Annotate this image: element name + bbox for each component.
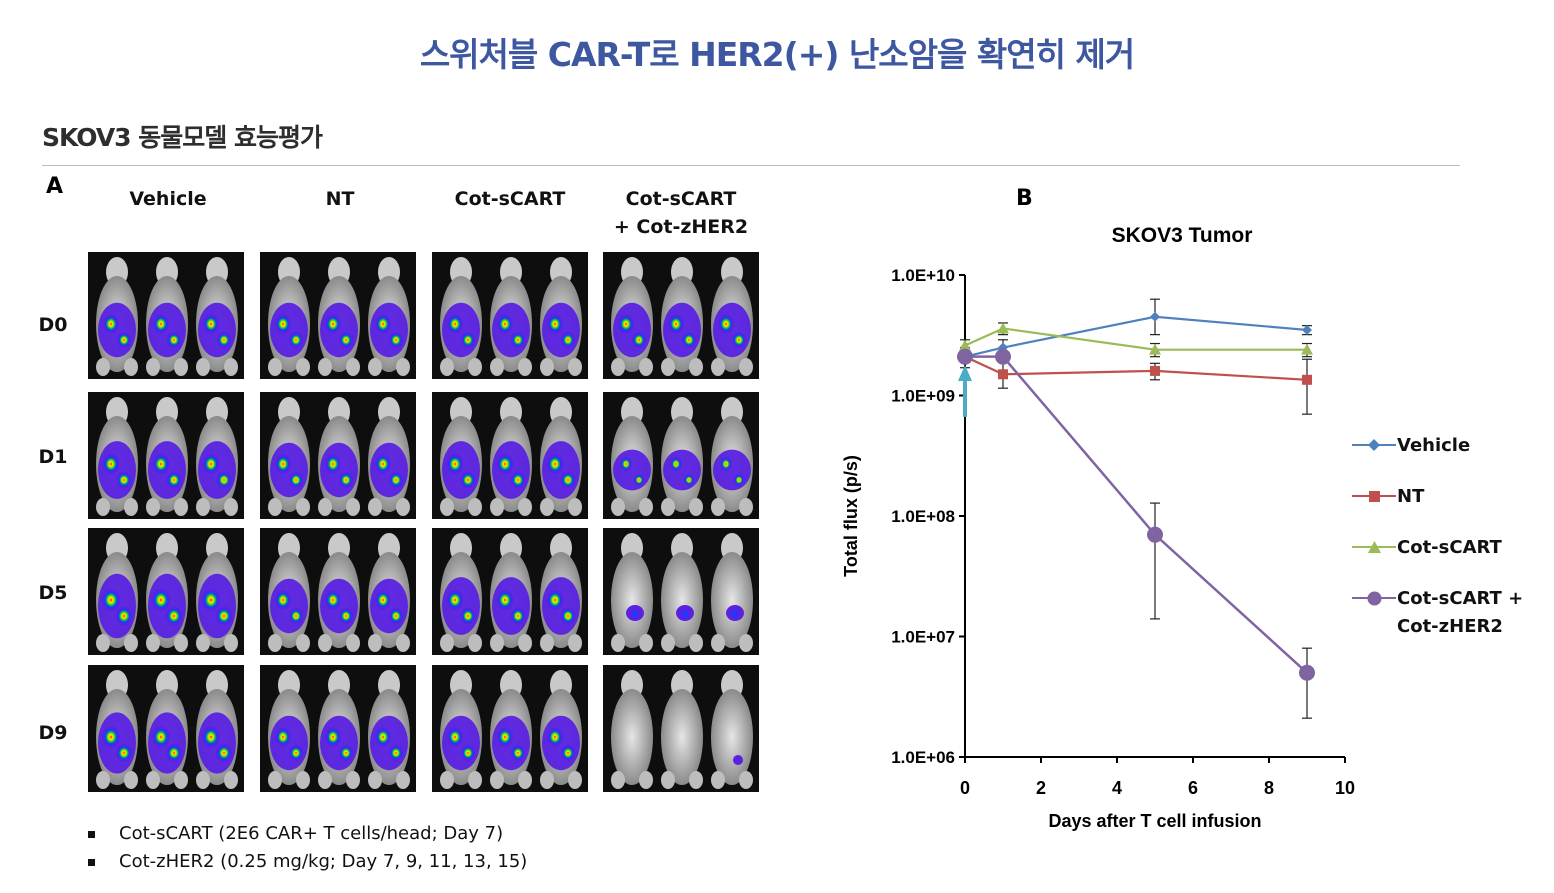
x-tick-label: 2 — [1036, 778, 1046, 798]
chart-panel: SKOV3 Tumor Days after T cell infusion T… — [830, 215, 1554, 889]
legend-label: Cot-sCART + Cot-zHER2 — [1397, 588, 1524, 637]
data-point — [1302, 374, 1312, 385]
tumor-flux-chart: SKOV3 Tumor Days after T cell infusion T… — [841, 224, 1355, 831]
x-tick-label: 8 — [1264, 778, 1274, 798]
y-tick-label: 1.0E+09 — [891, 387, 955, 406]
column-header-vehicle: Vehicle — [129, 188, 207, 210]
row-header-d9: D9 — [38, 722, 68, 744]
y-tick-label: 1.0E+10 — [891, 266, 955, 285]
bioluminescence-image — [603, 252, 759, 379]
series-line — [964, 355, 1308, 381]
row-header-d0: D0 — [38, 314, 68, 336]
bioluminescence-image — [260, 392, 416, 519]
series-vehicle — [960, 298, 1312, 369]
data-point — [998, 369, 1008, 380]
series-cot-scart — [959, 322, 1313, 358]
legend-label: NT — [1397, 486, 1425, 507]
bioluminescence-image — [260, 665, 416, 792]
series-nt — [960, 351, 1312, 415]
series-line — [964, 315, 1308, 358]
circle-marker-icon — [1367, 591, 1382, 606]
panel-a-label: A — [46, 174, 64, 199]
bioluminescence-image — [432, 252, 588, 379]
treatment-arrow-icon — [958, 365, 972, 417]
note-item: Cot-sCART (2E6 CAR+ T cells/head; Day 7) — [88, 820, 527, 848]
x-axis-label: Days after T cell infusion — [1048, 811, 1261, 831]
x-tick-label: 10 — [1335, 778, 1355, 798]
bioluminescence-image — [260, 528, 416, 655]
panel-b-label: B — [1016, 186, 1033, 211]
bioluminescence-image — [88, 528, 244, 655]
bioluminescence-image — [432, 528, 588, 655]
y-tick-label: 1.0E+07 — [891, 628, 955, 647]
y-axis-label: Total flux (p/s) — [841, 455, 861, 577]
column-header-combo: Cot-sCART + Cot-zHER2 — [613, 188, 749, 238]
data-point — [1147, 526, 1163, 543]
note-item: Cot-zHER2 (0.25 mg/kg; Day 7, 9, 11, 13,… — [88, 848, 527, 876]
diamond-marker-icon — [1368, 439, 1380, 451]
square-marker-icon — [1369, 491, 1380, 502]
x-tick-label: 6 — [1188, 778, 1198, 798]
data-point — [1302, 324, 1312, 335]
series-line — [964, 327, 1307, 351]
bioluminescence-image-grid — [88, 252, 759, 792]
legend-label: Cot-sCART — [1397, 537, 1502, 558]
section-divider — [42, 165, 1460, 166]
data-point — [959, 339, 971, 351]
data-point — [1149, 343, 1161, 355]
data-point — [957, 348, 973, 365]
data-point — [1299, 664, 1315, 681]
bioluminescence-image — [432, 665, 588, 792]
series-line — [965, 355, 1308, 674]
data-point — [1150, 365, 1160, 376]
data-point — [997, 322, 1009, 334]
data-point — [1301, 343, 1313, 355]
series-cot-scart-cot-zher2 — [957, 348, 1315, 719]
row-header-d5: D5 — [38, 582, 68, 604]
bullet-icon — [88, 830, 95, 838]
y-tick-label: 1.0E+08 — [891, 507, 955, 526]
triangle-marker-icon — [1368, 541, 1381, 553]
bullet-icon — [88, 858, 95, 866]
page-title: 스위처블 CAR-T로 HER2(+) 난소암을 확연히 제거 — [419, 35, 1135, 74]
bioluminescence-image — [88, 392, 244, 519]
y-tick-label: 1.0E+06 — [891, 748, 955, 767]
bioluminescence-image — [603, 665, 759, 792]
bioluminescence-image — [88, 665, 244, 792]
row-header-d1: D1 — [38, 446, 68, 468]
data-point — [1150, 311, 1160, 322]
treatment-notes: Cot-sCART (2E6 CAR+ T cells/head; Day 7)… — [88, 820, 527, 876]
x-tick-label: 4 — [1112, 778, 1122, 798]
bioluminescence-image — [432, 392, 588, 519]
bioluminescence-image — [603, 392, 759, 519]
data-point — [995, 348, 1011, 365]
x-tick-label: 0 — [960, 778, 970, 798]
bioluminescence-image — [260, 252, 416, 379]
bioluminescence-image — [603, 528, 759, 655]
column-header-cot-scart: Cot-sCART — [454, 188, 566, 210]
section-subtitle: SKOV3 동물모델 효능평가 — [42, 123, 323, 152]
bioluminescence-image — [88, 252, 244, 379]
legend-label: Vehicle — [1397, 435, 1471, 456]
column-header-nt: NT — [325, 188, 355, 210]
chart-title: SKOV3 Tumor — [1112, 224, 1253, 247]
